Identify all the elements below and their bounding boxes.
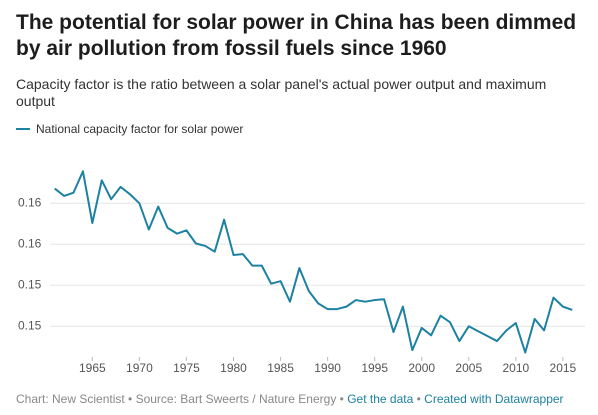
- y-tick-label: 0.15: [18, 318, 42, 332]
- chart-subtitle: Capacity factor is the ratio between a s…: [16, 76, 547, 109]
- legend-swatch: [16, 128, 30, 130]
- data-line: [54, 170, 573, 354]
- chart-title: The potential for solar power in China h…: [16, 11, 577, 60]
- footer: Chart: New Scientist • Source: Bart Swee…: [16, 392, 564, 406]
- y-tick-label: 0.16: [18, 236, 42, 250]
- x-tick-label: 2000: [408, 361, 435, 375]
- x-tick-label: 2010: [502, 361, 529, 375]
- chart: 0.16 0.16 0.15 0.15 1965 1970 1975 1980 1985 1990…: [18, 170, 585, 375]
- x-tick-label: 2015: [550, 361, 577, 375]
- x-tick-label: 1985: [267, 361, 294, 375]
- x-tick-label: 1965: [79, 361, 106, 375]
- datawrapper-link[interactable]: Created with Datawrapper: [424, 392, 564, 406]
- get-data-link[interactable]: Get the data: [347, 392, 414, 406]
- legend: National capacity factor for solar power: [16, 122, 243, 136]
- footer-credit: Chart: New Scientist • Source: Bart Swee…: [16, 392, 344, 406]
- x-tick-label: 1990: [314, 361, 341, 375]
- legend-label: National capacity factor for solar power: [36, 122, 244, 136]
- x-tick-label: 2005: [455, 361, 482, 375]
- y-tick-label: 0.16: [18, 195, 42, 209]
- x-tick-label: 1970: [126, 361, 153, 375]
- x-tick-label: 1975: [173, 361, 200, 375]
- footer-separator: •: [416, 392, 421, 406]
- x-tick-label: 1980: [220, 361, 247, 375]
- x-tick-label: 1995: [361, 361, 388, 375]
- y-tick-label: 0.15: [18, 277, 42, 291]
